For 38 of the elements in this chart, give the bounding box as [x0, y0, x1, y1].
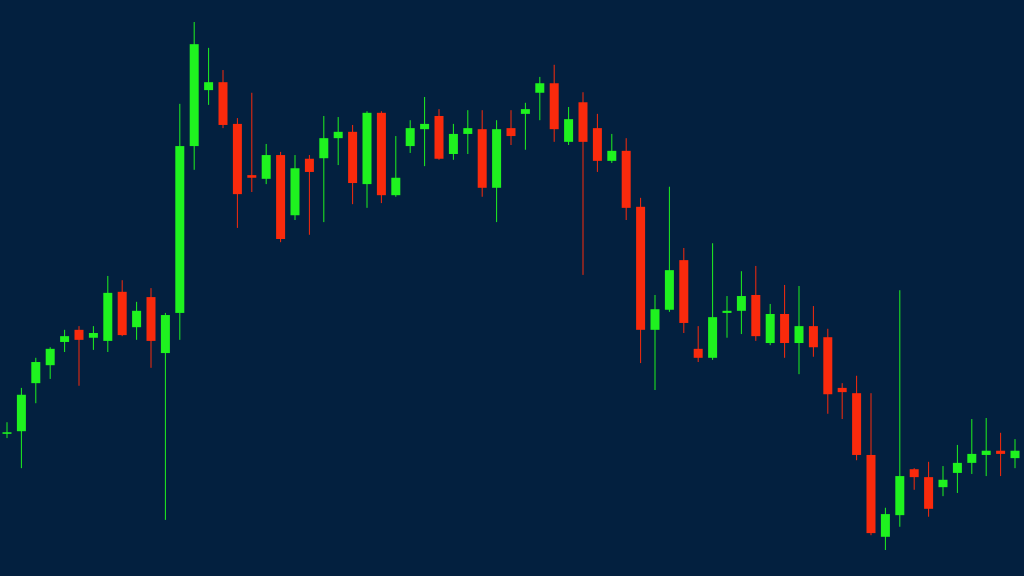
candlestick: [319, 115, 329, 223]
candlestick: [204, 47, 214, 106]
candlestick: [981, 417, 991, 477]
candlestick: [31, 357, 41, 404]
candlestick: [333, 116, 343, 166]
candlestick: [506, 109, 516, 146]
candlestick: [261, 143, 271, 185]
candlestick: [448, 123, 458, 161]
candlestick: [405, 119, 415, 154]
candlestick: [938, 465, 948, 497]
candlestick: [808, 305, 818, 358]
candlestick: [132, 301, 142, 341]
candlestick: [391, 135, 401, 198]
candlestick: [463, 109, 473, 155]
candlestick: [247, 92, 257, 193]
candlestick: [520, 102, 530, 151]
candlestick: [880, 507, 890, 551]
candlestick: [996, 432, 1006, 477]
candlestick: [88, 325, 98, 351]
candlestick: [693, 325, 703, 363]
candlestick: [60, 329, 70, 353]
candlestick: [564, 106, 574, 146]
candlestick: [837, 382, 847, 420]
candlestick: [304, 154, 314, 236]
candlestick: [1010, 438, 1020, 469]
candlestick: [74, 325, 84, 387]
candlestick: [45, 346, 55, 380]
candlestick: [535, 76, 545, 121]
candlestick: [967, 418, 977, 475]
candlestick: [909, 467, 919, 491]
candlestick: [650, 294, 660, 391]
candlestick: [607, 133, 617, 164]
candlestick: [794, 285, 804, 375]
candlestick: [722, 295, 732, 339]
candlestick: [420, 96, 430, 167]
candlestick: [736, 270, 746, 335]
candlestick: [952, 444, 962, 494]
candlestick: [2, 421, 12, 439]
